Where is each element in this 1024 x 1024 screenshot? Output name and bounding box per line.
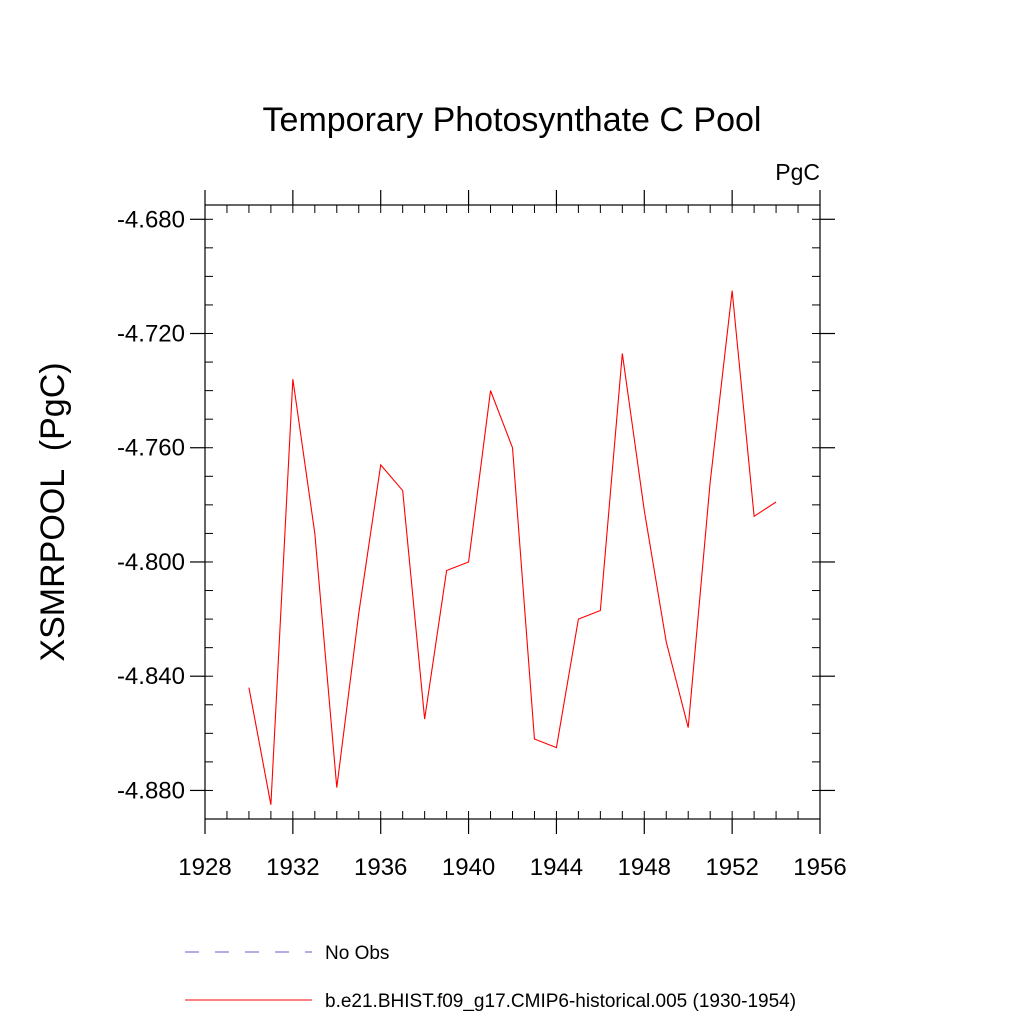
y-axis-ticks: -4.880 -4.840 -4.800 -4.760 -4.720 -4.680 bbox=[117, 206, 835, 820]
x-tick-label: 1944 bbox=[530, 854, 583, 881]
series-layer bbox=[248, 290, 777, 805]
series-line-0 bbox=[248, 290, 777, 805]
y-tick-label: -4.680 bbox=[117, 206, 185, 233]
legend-label-no-obs: No Obs bbox=[325, 943, 389, 964]
chart-title: Temporary Photosynthate C Pool bbox=[263, 101, 762, 139]
x-tick-label: 1956 bbox=[793, 854, 846, 881]
y-tick-label: -4.840 bbox=[117, 663, 185, 690]
x-tick-label: 1928 bbox=[178, 854, 231, 881]
units-label: PgC bbox=[775, 159, 820, 185]
legend: No Obs b.e21.BHIST.f09_g17.CMIP6-histori… bbox=[185, 943, 796, 1012]
plot-frame bbox=[204, 204, 821, 820]
x-tick-label: 1932 bbox=[266, 854, 319, 881]
x-tick-label: 1948 bbox=[618, 854, 671, 881]
x-tick-label: 1940 bbox=[442, 854, 495, 881]
y-tick-label: -4.720 bbox=[117, 321, 185, 348]
y-tick-label: -4.760 bbox=[117, 435, 185, 462]
x-tick-label: 1952 bbox=[705, 854, 758, 881]
y-tick-label: -4.880 bbox=[117, 777, 185, 804]
legend-label-model: b.e21.BHIST.f09_g17.CMIP6-historical.005… bbox=[325, 991, 796, 1012]
y-axis-label: XSMRPOOL (PgC) bbox=[34, 362, 72, 661]
x-tick-label: 1936 bbox=[354, 854, 407, 881]
x-axis-ticks: 1928 1932 1936 1940 1944 1948 1952 1956 bbox=[178, 190, 847, 881]
y-tick-label: -4.800 bbox=[117, 549, 185, 576]
